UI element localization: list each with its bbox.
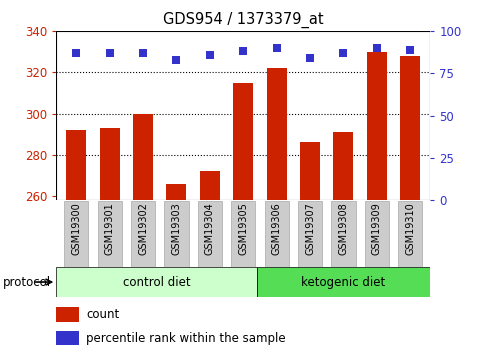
Point	[272, 45, 280, 51]
Text: GSM19308: GSM19308	[338, 202, 348, 255]
Point	[172, 57, 180, 62]
Bar	[166, 184, 186, 200]
FancyBboxPatch shape	[56, 267, 256, 297]
Text: protocol: protocol	[2, 276, 50, 288]
FancyBboxPatch shape	[264, 201, 288, 267]
Point	[339, 50, 346, 56]
Point	[305, 55, 313, 61]
Point	[406, 47, 413, 52]
Text: GSM19303: GSM19303	[171, 202, 181, 255]
Bar	[400, 56, 420, 200]
FancyBboxPatch shape	[364, 201, 388, 267]
Bar	[56, 331, 79, 345]
Bar	[200, 171, 220, 200]
Text: GSM19306: GSM19306	[271, 202, 281, 255]
FancyBboxPatch shape	[256, 267, 429, 297]
Text: GSM19300: GSM19300	[71, 202, 81, 255]
FancyBboxPatch shape	[231, 201, 255, 267]
Point	[139, 50, 147, 56]
Bar	[66, 130, 86, 200]
FancyBboxPatch shape	[397, 201, 422, 267]
FancyBboxPatch shape	[164, 201, 188, 267]
Point	[72, 50, 80, 56]
Point	[105, 50, 113, 56]
Text: ketogenic diet: ketogenic diet	[301, 276, 385, 288]
Bar	[233, 82, 253, 200]
Text: GSM19301: GSM19301	[104, 202, 115, 255]
Bar	[133, 114, 153, 200]
Bar	[366, 52, 386, 200]
Text: GSM19302: GSM19302	[138, 202, 148, 255]
Text: GSM19305: GSM19305	[238, 202, 248, 255]
FancyBboxPatch shape	[64, 201, 88, 267]
Point	[239, 49, 246, 54]
Bar	[56, 307, 79, 322]
Text: control diet: control diet	[122, 276, 190, 288]
Bar	[300, 142, 320, 200]
FancyBboxPatch shape	[131, 201, 155, 267]
Title: GDS954 / 1373379_at: GDS954 / 1373379_at	[163, 12, 323, 28]
FancyBboxPatch shape	[331, 201, 355, 267]
Point	[205, 52, 213, 58]
Text: percentile rank within the sample: percentile rank within the sample	[86, 332, 285, 345]
Text: count: count	[86, 308, 119, 321]
Text: GSM19304: GSM19304	[204, 202, 214, 255]
Bar	[100, 128, 120, 200]
FancyBboxPatch shape	[98, 201, 122, 267]
Text: GSM19309: GSM19309	[371, 202, 381, 255]
FancyBboxPatch shape	[298, 201, 322, 267]
Bar	[333, 132, 353, 200]
Point	[372, 45, 380, 51]
Text: GSM19310: GSM19310	[405, 202, 414, 255]
FancyBboxPatch shape	[198, 201, 222, 267]
Bar	[266, 68, 286, 200]
Text: GSM19307: GSM19307	[305, 202, 314, 255]
